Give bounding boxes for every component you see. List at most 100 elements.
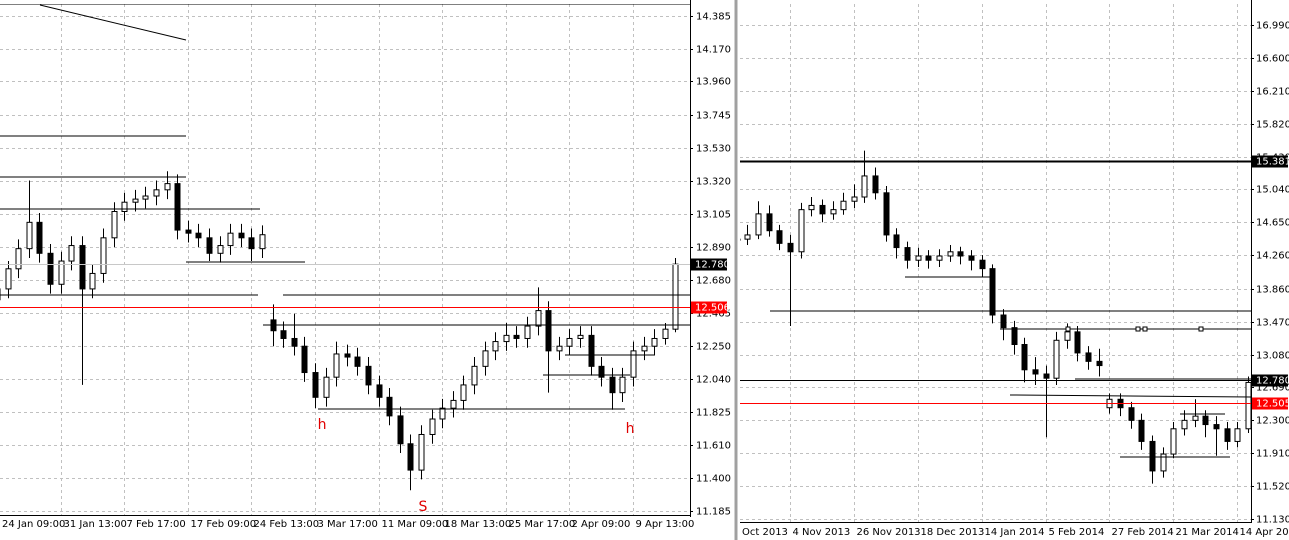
x-tick-label: 14 Apr 2014 <box>1240 527 1289 538</box>
candle-body <box>588 334 595 367</box>
candle-body <box>492 341 499 352</box>
candle-body <box>259 234 266 250</box>
candle-body <box>915 255 922 261</box>
anchor <box>1142 326 1148 332</box>
y-tick-label: 12.300 <box>1256 416 1289 427</box>
anchor <box>1065 326 1071 332</box>
candle-body <box>142 195 149 200</box>
level-line <box>1009 394 1251 398</box>
candle-body <box>556 345 563 352</box>
candle-body <box>354 356 361 367</box>
candle-body <box>206 237 213 254</box>
candle-body <box>830 209 837 215</box>
x-tick-label: 25 Mar 17:00 <box>509 519 576 530</box>
y-tick-label: 11.400 <box>696 474 731 485</box>
y-tick-label: 12.250 <box>696 342 731 353</box>
x-tick-label: 24 Feb 13:00 <box>254 519 320 530</box>
candle-body <box>925 255 932 261</box>
price-label-box <box>691 301 727 314</box>
x-tick-label: 14 Jan 2014 <box>985 527 1045 538</box>
candle-body <box>968 255 975 261</box>
candle-body <box>291 337 298 347</box>
candle-body <box>1064 331 1071 341</box>
candle-body <box>662 328 669 339</box>
candle-body <box>861 175 868 198</box>
y-tick-label: 13.320 <box>696 177 731 188</box>
y-tick-label: 13.080 <box>1256 351 1289 362</box>
x-tick-label: 18 Dec 2013 <box>921 527 985 538</box>
candle-body <box>238 232 245 239</box>
candle-body <box>787 242 794 253</box>
candle-body <box>1213 424 1220 430</box>
y-tick-label: 13.960 <box>696 77 731 88</box>
candle-body <box>641 345 648 352</box>
x-tick-label: 21 Mar 2014 <box>1176 527 1239 538</box>
y-tick-label: 11.130 <box>1256 515 1289 526</box>
candle-body <box>957 251 964 257</box>
y-tick-label: 14.260 <box>1256 251 1289 262</box>
x-tick-label: 11 Mar 09:00 <box>382 519 449 530</box>
y-tick-label: 11.610 <box>696 441 731 452</box>
candle-body <box>1096 360 1103 367</box>
candle-body <box>1011 327 1018 346</box>
price-label-box <box>1252 374 1288 387</box>
y-tick-label: 12.890 <box>696 243 731 254</box>
candle-body <box>947 251 954 257</box>
candle-body <box>365 365 372 386</box>
y-tick-label: 14.385 <box>696 12 731 23</box>
y-tick-label: 12.040 <box>696 375 731 386</box>
candle-body <box>904 247 911 261</box>
drawn-objects-left <box>0 4 690 410</box>
plot-left <box>0 4 690 515</box>
candle-body <box>819 204 826 215</box>
x-tick-label: 17 Feb 09:00 <box>191 519 257 530</box>
candle-body <box>418 433 425 471</box>
price-label: 12.505 <box>1256 399 1289 410</box>
anchor <box>1135 326 1141 332</box>
drawn-objects-right <box>770 276 1251 458</box>
candle-body <box>47 252 54 285</box>
candle-body <box>36 221 43 254</box>
candle-body <box>248 237 255 250</box>
candle-body <box>15 248 22 270</box>
x-tick-label: 18 Mar 13:00 <box>445 519 512 530</box>
y-tick-label: 13.470 <box>1256 318 1289 329</box>
candle-body <box>524 325 531 339</box>
candle-body <box>5 268 12 290</box>
candle-body <box>851 196 858 202</box>
y-tick-label: 14.650 <box>1256 218 1289 229</box>
y-tick-label: 11.825 <box>696 408 731 419</box>
candle-body <box>1074 331 1081 354</box>
candle-body <box>1000 314 1007 329</box>
candle-body <box>577 334 584 339</box>
y-tick-label: 13.745 <box>696 111 731 122</box>
x-tick-label: 31 Jan 13:00 <box>64 519 127 530</box>
candle-body <box>513 334 520 339</box>
candle-body <box>185 229 192 234</box>
y-tick-label: 11.910 <box>1256 449 1289 460</box>
candle-body <box>1053 339 1060 379</box>
y-tick-label: 12.465 <box>696 309 731 320</box>
y-tick-label: 15.040 <box>1256 185 1289 196</box>
candle-body <box>609 376 616 394</box>
candle-body <box>1021 344 1028 371</box>
candle-body <box>1160 453 1167 472</box>
y-tick-label: 15.820 <box>1256 120 1289 131</box>
pattern-label: S <box>419 499 428 515</box>
x-tick-label: 24 Jan 09:00 <box>2 519 65 530</box>
y-tick-label: 12.680 <box>696 276 731 287</box>
y-tick-label: 16.990 <box>1256 21 1289 32</box>
candle-body <box>989 268 996 316</box>
candle-body <box>450 399 457 409</box>
price-label-box <box>691 258 727 271</box>
candle-body <box>407 443 414 471</box>
candle-body <box>872 175 879 194</box>
candle-body <box>1043 373 1050 379</box>
candle-body <box>1224 428 1231 442</box>
candle-body <box>344 353 351 358</box>
y-tick-label: 13.860 <box>1256 285 1289 296</box>
price-label: 12.780 <box>695 260 730 271</box>
price-label-box <box>1252 397 1288 410</box>
candle-body <box>482 350 489 367</box>
